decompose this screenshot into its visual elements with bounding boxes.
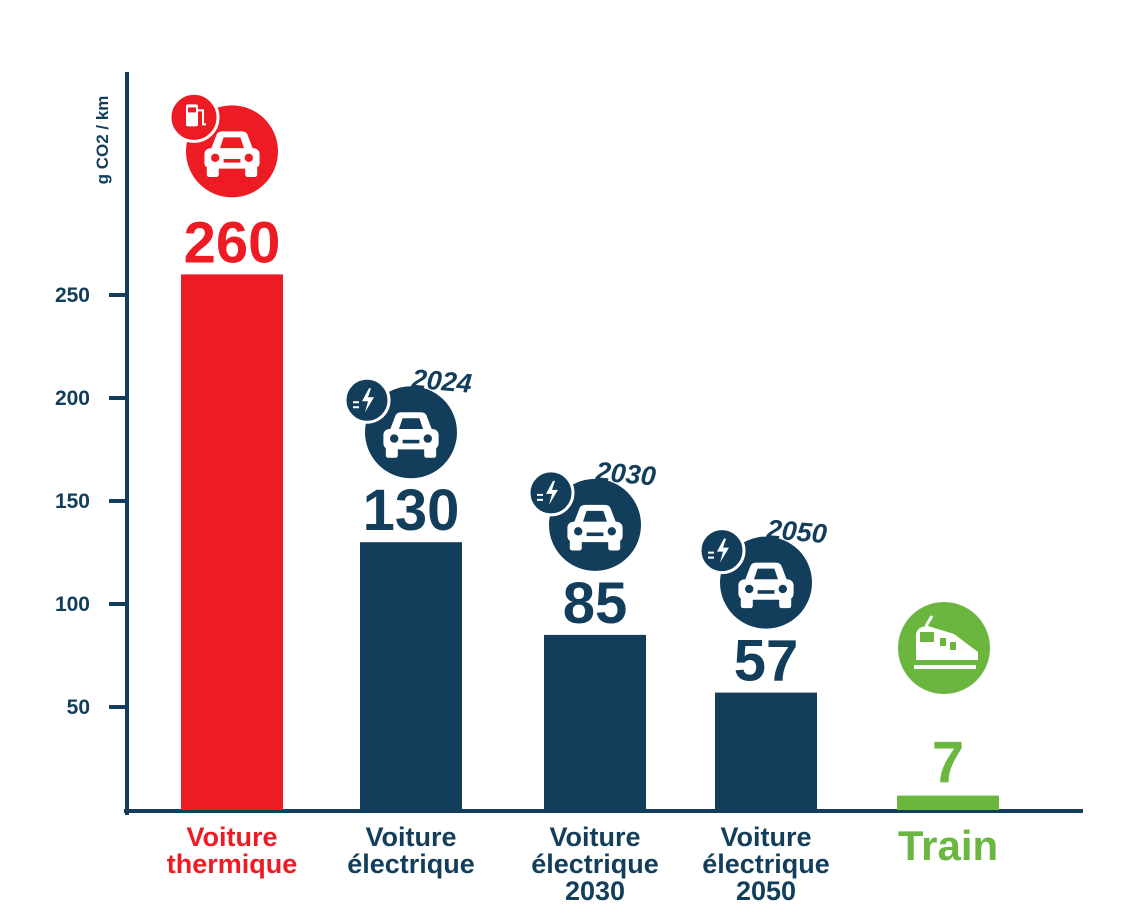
car-headlight-right: [607, 527, 616, 536]
car-grille: [586, 532, 604, 537]
category-label-2-line-2: 2030: [565, 876, 625, 906]
car-window: [399, 418, 423, 429]
category-label-0-line-0: Voiture: [186, 822, 277, 852]
lightning-icon: [546, 480, 558, 505]
bar-0: [181, 274, 283, 810]
car-headlight-left: [390, 434, 399, 443]
value-label-3: 57: [734, 629, 799, 694]
car-headlight-right: [778, 584, 787, 594]
lightning-icon: [362, 388, 374, 413]
value-label-1: 130: [363, 478, 460, 543]
car-wheel-right: [608, 539, 621, 551]
fuel-pump-hose: [198, 109, 206, 126]
bar-3: [715, 692, 817, 810]
car-wheel-left: [206, 166, 219, 177]
category-label-3-line-2: 2050: [736, 876, 796, 906]
fuel-pump-screen: [188, 107, 196, 113]
car-wheel-right: [245, 166, 258, 177]
train-window: [920, 632, 934, 642]
car-body: [204, 148, 260, 169]
train-window-3: [950, 642, 956, 650]
category-label-3-line-1: électrique: [702, 849, 830, 879]
y-tick-label: 200: [55, 387, 90, 410]
train-rail: [914, 665, 976, 669]
y-tick-label: 100: [55, 593, 90, 616]
car-icon: [383, 412, 439, 458]
car-wheel-left: [385, 447, 398, 458]
car-window: [583, 510, 607, 522]
car-window: [220, 137, 244, 149]
bar-2: [544, 634, 646, 810]
bar-4: [897, 795, 999, 810]
value-label-0: 260: [184, 210, 281, 275]
y-axis-title-wrap: g CO2 / km: [83, 70, 123, 210]
car-body: [567, 521, 623, 543]
y-tick-label: 150: [55, 490, 90, 513]
year-label-3: 2050: [765, 514, 828, 549]
car-icon: [204, 131, 260, 177]
year-label-1: 2024: [410, 364, 473, 399]
car-grille: [223, 159, 241, 163]
car-headlight-right: [244, 153, 253, 162]
category-label-4: Train: [898, 822, 998, 869]
value-label-2: 85: [563, 571, 628, 636]
car-wheel-right: [779, 597, 792, 609]
category-label-2-line-0: Voiture: [549, 822, 640, 852]
train-window-2: [940, 638, 946, 646]
car-grille: [402, 439, 420, 444]
category-label-2-line-1: électrique: [531, 849, 659, 879]
car-icon: [567, 504, 623, 551]
car-headlight-left: [745, 584, 754, 594]
category-label-1-line-0: Voiture: [365, 822, 456, 852]
y-tick-label: 50: [67, 696, 90, 719]
car-headlight-left: [211, 153, 220, 162]
car-body: [738, 579, 794, 600]
car-wheel-left: [740, 597, 753, 609]
car-wheel-left: [569, 539, 582, 551]
car-headlight-right: [423, 434, 432, 443]
lightning-icon: [717, 538, 729, 563]
car-icon: [738, 562, 794, 609]
value-label-4: 7: [932, 730, 964, 795]
car-window: [754, 568, 778, 580]
plug-prongs: [537, 493, 543, 501]
plug-prongs: [708, 551, 714, 559]
category-label-0-line-1: thermique: [167, 849, 298, 879]
plug-prongs: [353, 401, 359, 409]
year-label-2: 2030: [594, 456, 657, 491]
y-axis-title: g CO2 / km: [93, 95, 112, 185]
car-body: [383, 429, 439, 450]
train-pantograph: [924, 615, 934, 627]
car-grille: [757, 590, 775, 594]
car-wheel-right: [424, 447, 437, 458]
bar-1: [360, 542, 462, 810]
car-headlight-left: [574, 527, 583, 536]
y-tick-label: 250: [55, 284, 90, 307]
category-label-3-line-0: Voiture: [720, 822, 811, 852]
category-label-1-line-1: électrique: [347, 849, 475, 879]
